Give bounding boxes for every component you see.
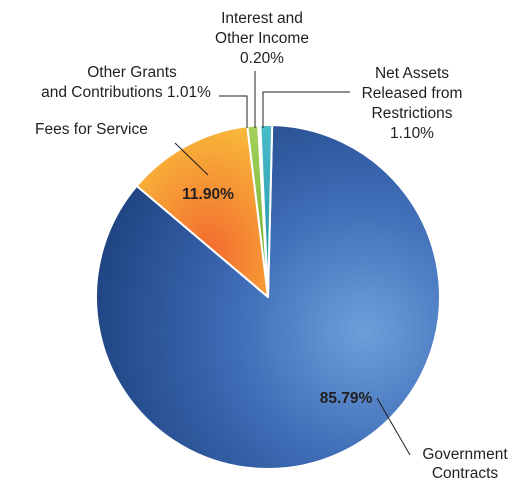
label-fees-pct: 11.90% (182, 186, 234, 203)
label-net-line4: 1.10% (390, 125, 434, 142)
leader-government (376, 397, 411, 456)
slice-net-assets-released (259, 124, 274, 298)
label-government-line1: Government (422, 446, 508, 463)
label-government-line2: Contracts (432, 465, 499, 482)
leader-net (262, 91, 350, 128)
label-net-line1: Net Assets (375, 65, 449, 82)
label-net-line3: Restrictions (372, 105, 453, 122)
label-interest-line1: Interest and (221, 10, 303, 27)
label-grants-line2: and Contributions 1.01% (41, 84, 211, 101)
label-grants-line1: Other Grants (87, 64, 177, 81)
leader-grants (219, 95, 248, 128)
slice-fees-for-service (135, 125, 269, 298)
label-interest-line2: Other Income (215, 30, 309, 47)
label-net-line2: Released from (362, 85, 463, 102)
label-fees-line1: Fees for Service (35, 121, 148, 138)
label-government-pct: 85.79% (320, 390, 373, 407)
leader-fees (174, 142, 209, 176)
label-interest-line3: 0.20% (240, 50, 284, 67)
